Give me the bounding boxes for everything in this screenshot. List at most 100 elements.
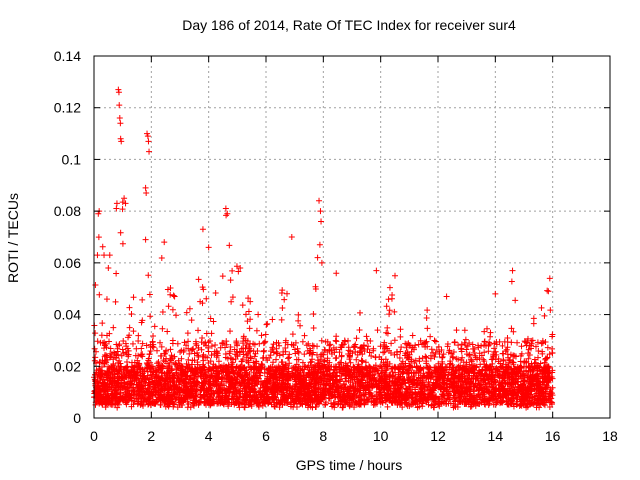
data-point bbox=[451, 339, 458, 346]
data-point bbox=[150, 367, 157, 374]
data-point bbox=[103, 296, 110, 303]
data-point bbox=[98, 332, 105, 339]
data-point bbox=[422, 344, 429, 351]
data-point bbox=[510, 352, 517, 359]
data-point bbox=[447, 394, 454, 401]
data-point bbox=[207, 358, 214, 365]
data-point bbox=[357, 309, 364, 316]
data-point bbox=[462, 342, 469, 349]
data-point bbox=[171, 293, 178, 300]
data-point bbox=[157, 339, 164, 346]
data-point bbox=[226, 242, 233, 249]
data-point bbox=[454, 404, 461, 411]
data-point bbox=[101, 345, 108, 352]
data-point bbox=[291, 398, 298, 405]
data-point bbox=[330, 399, 337, 406]
data-point bbox=[455, 342, 462, 349]
data-point bbox=[460, 364, 467, 371]
data-point bbox=[109, 351, 116, 358]
data-point bbox=[125, 369, 132, 376]
data-point bbox=[158, 343, 165, 350]
data-point bbox=[354, 363, 361, 370]
data-point bbox=[136, 365, 143, 372]
data-point bbox=[427, 355, 434, 362]
data-point bbox=[506, 356, 513, 363]
data-point bbox=[222, 351, 229, 358]
data-point bbox=[364, 337, 371, 344]
data-point bbox=[299, 359, 306, 366]
data-point bbox=[366, 364, 373, 371]
data-point bbox=[165, 403, 172, 410]
y-axis-title: ROTI / TECUs bbox=[5, 193, 21, 283]
data-point bbox=[409, 332, 416, 339]
data-point bbox=[480, 356, 487, 363]
data-point bbox=[297, 322, 304, 329]
data-point bbox=[415, 375, 422, 382]
data-point bbox=[439, 354, 446, 361]
data-point bbox=[411, 384, 418, 391]
data-point bbox=[209, 367, 216, 374]
data-point bbox=[138, 398, 145, 405]
data-point bbox=[464, 343, 471, 350]
data-point bbox=[126, 304, 133, 311]
data-point bbox=[247, 298, 254, 305]
data-point bbox=[546, 403, 553, 410]
data-point bbox=[544, 287, 551, 294]
data-point bbox=[419, 400, 426, 407]
data-point bbox=[538, 340, 545, 347]
data-point bbox=[192, 382, 199, 389]
data-point bbox=[541, 312, 548, 319]
data-point bbox=[335, 387, 342, 394]
data-point bbox=[185, 356, 192, 363]
data-point bbox=[289, 331, 296, 338]
data-point bbox=[295, 317, 302, 324]
data-point bbox=[302, 382, 309, 389]
data-point bbox=[346, 372, 353, 379]
data-point bbox=[104, 391, 111, 398]
data-point bbox=[244, 338, 251, 345]
data-point bbox=[293, 356, 300, 363]
data-point bbox=[507, 366, 514, 373]
data-point bbox=[210, 318, 217, 325]
data-point bbox=[246, 325, 253, 332]
data-point bbox=[406, 370, 413, 377]
data-point bbox=[122, 393, 129, 400]
data-point bbox=[214, 389, 221, 396]
data-point bbox=[184, 398, 191, 405]
data-point bbox=[279, 305, 286, 312]
data-point bbox=[419, 355, 426, 362]
data-point bbox=[163, 347, 170, 354]
data-point bbox=[248, 380, 255, 387]
data-point bbox=[399, 369, 406, 376]
data-point bbox=[159, 325, 166, 332]
data-point bbox=[347, 359, 354, 366]
data-point bbox=[284, 387, 291, 394]
data-point bbox=[143, 359, 150, 366]
data-point bbox=[284, 381, 291, 388]
data-point bbox=[276, 400, 283, 407]
data-point bbox=[301, 363, 308, 370]
data-point bbox=[305, 340, 312, 347]
data-point bbox=[198, 346, 205, 353]
data-point bbox=[139, 340, 146, 347]
data-point bbox=[414, 364, 421, 371]
data-point bbox=[436, 351, 443, 358]
data-point bbox=[459, 375, 466, 382]
data-point bbox=[120, 366, 127, 373]
data-point bbox=[295, 311, 302, 318]
data-point bbox=[113, 352, 120, 359]
data-point bbox=[385, 296, 392, 303]
data-point bbox=[194, 349, 201, 356]
data-point bbox=[423, 360, 430, 367]
data-point bbox=[475, 344, 482, 351]
data-point bbox=[504, 344, 511, 351]
data-point bbox=[534, 382, 541, 389]
data-point bbox=[258, 332, 265, 339]
data-point bbox=[195, 327, 202, 334]
data-point bbox=[380, 341, 387, 348]
data-point bbox=[151, 384, 158, 391]
data-point bbox=[204, 354, 211, 361]
data-point bbox=[165, 303, 172, 310]
data-point bbox=[269, 316, 276, 323]
data-point bbox=[129, 340, 136, 347]
